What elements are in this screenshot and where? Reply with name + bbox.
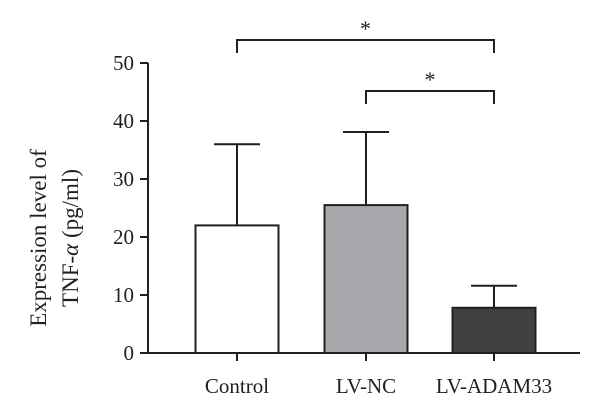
bar-lv-adam33 — [451, 306, 537, 355]
y-axis-title-line1: Expression level of — [26, 149, 51, 327]
x-axis-labels: Control LV-NC LV-ADAM33 — [205, 353, 552, 398]
x-tick-label: LV-NC — [336, 374, 396, 398]
y-tick-label: 40 — [113, 109, 134, 133]
bar-lv-nc — [323, 204, 409, 354]
bar-control — [194, 224, 280, 354]
significance-bracket — [365, 90, 495, 104]
y-tick-label: 10 — [113, 283, 134, 307]
bars — [194, 204, 537, 355]
y-tick-label: 20 — [113, 225, 134, 249]
significance-brackets: ** — [236, 16, 495, 104]
y-axis-title-unit: (pg/ml) — [58, 169, 83, 244]
significance-label: * — [425, 67, 436, 92]
y-axis-title-tnf: TNF- — [58, 256, 83, 307]
y-tick-label: 50 — [113, 51, 134, 75]
y-axis-title-line2: TNF-α (pg/ml) — [58, 169, 83, 307]
x-tick-label: LV-ADAM33 — [436, 374, 552, 398]
y-tick-label: 30 — [113, 167, 134, 191]
x-tick-label: Control — [205, 374, 269, 398]
significance-label: * — [360, 16, 371, 41]
y-axis-title-alpha: α — [58, 243, 83, 256]
y-axis-title: Expression level of TNF-α (pg/ml) — [26, 149, 83, 327]
y-tick-label: 0 — [124, 341, 135, 365]
y-axis-ticks: 0 10 20 30 40 50 — [113, 51, 148, 365]
significance-bracket — [236, 39, 495, 53]
error-bars — [214, 131, 517, 308]
